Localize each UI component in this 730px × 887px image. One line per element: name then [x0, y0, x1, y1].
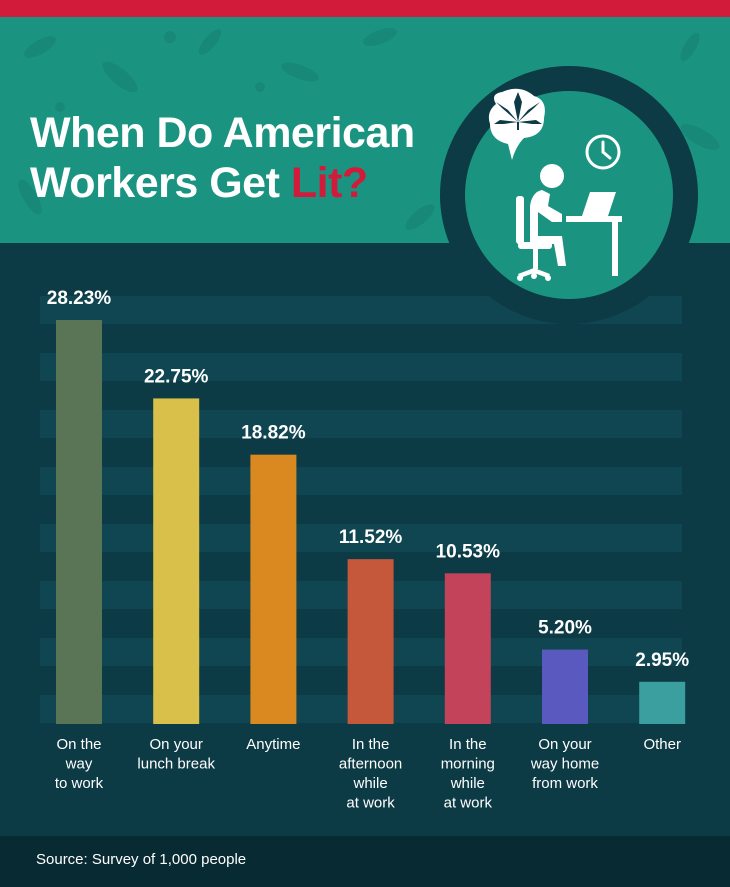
category-label: at work: [444, 795, 493, 812]
illustration-circle: [440, 66, 698, 324]
bar: [639, 681, 686, 724]
data-label: 18.82%: [241, 423, 306, 444]
data-label: 5.20%: [538, 618, 592, 639]
leaf-pattern-background: [18, 27, 720, 230]
grid-band: [40, 410, 682, 438]
bar-chart: 28.23% 22.75% 18.82% 11.52% 10.53% 5.20% 2.95%…: [40, 288, 689, 812]
category-label: In the: [352, 736, 390, 753]
grid-band: [40, 467, 682, 495]
top-stripe: [0, 0, 730, 17]
grid-band: [40, 524, 682, 552]
page-title: When Do American Workers Get Lit?: [30, 108, 430, 208]
category-label: On the: [56, 736, 101, 753]
data-label: 10.53%: [436, 541, 501, 562]
data-label: 22.75%: [144, 366, 209, 387]
title-line-2: Workers Get Lit?: [30, 158, 430, 208]
grid-band: [40, 353, 682, 381]
title-line-2-prefix: Workers Get: [30, 159, 291, 207]
title-highlight: Lit?: [290, 159, 368, 207]
category-label: Anytime: [246, 736, 300, 753]
category-label: while: [450, 775, 485, 792]
category-label: Other: [643, 736, 681, 753]
cannabis-leaf-icon: [488, 88, 545, 160]
category-label: lunch break: [137, 756, 215, 773]
clock-icon: [585, 134, 621, 170]
category-label: On your: [150, 736, 203, 753]
category-label: afternoon: [339, 756, 402, 773]
title-line-1: When Do American: [30, 109, 415, 157]
bar: [542, 649, 588, 724]
footer-bar: [0, 836, 730, 887]
data-label: 11.52%: [339, 527, 402, 548]
data-label: 28.23%: [47, 288, 112, 309]
category-label: morning: [441, 756, 495, 773]
bar: [250, 454, 297, 724]
category-label: In the: [449, 736, 487, 753]
category-label: from work: [532, 775, 598, 792]
category-label: to work: [55, 775, 104, 792]
category-label: while: [353, 775, 388, 792]
office-worker-icon: [516, 164, 622, 281]
bar: [444, 573, 491, 724]
source-note: Source: Survey of 1,000 people: [36, 851, 247, 868]
category-label: at work: [346, 795, 395, 812]
category-label: On your: [538, 736, 591, 753]
bar: [56, 320, 102, 724]
bar: [153, 398, 200, 724]
category-label: way home: [530, 756, 599, 773]
data-label: 2.95%: [635, 650, 689, 671]
bar: [347, 559, 394, 724]
category-label: way: [65, 756, 93, 773]
